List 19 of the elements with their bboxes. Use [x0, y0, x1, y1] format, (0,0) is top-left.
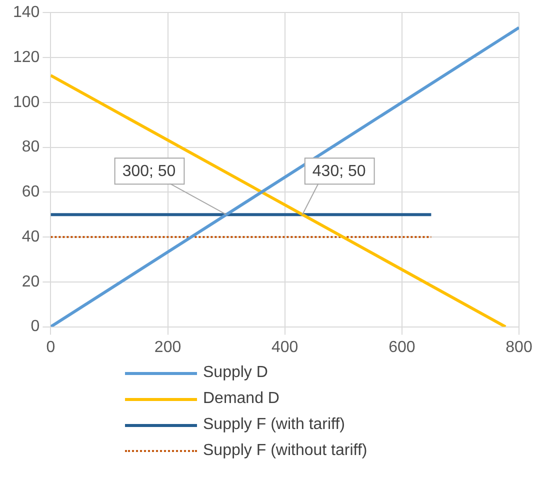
annotation: 300; 50 [122, 162, 176, 180]
x-tick-label: 0 [46, 338, 56, 356]
x-tick-label: 800 [506, 338, 532, 356]
annotation: 430; 50 [312, 162, 366, 180]
y-tick-label: 140 [12, 4, 40, 22]
y-tick-label: 0 [30, 318, 40, 336]
legend-label: Supply D [203, 364, 268, 382]
y-tick-label: 60 [22, 184, 40, 201]
legend-label: Demand D [203, 390, 280, 408]
y-tick-label: 100 [12, 94, 40, 111]
x-tick-label: 600 [388, 338, 416, 356]
y-tick-label: 40 [22, 228, 40, 246]
y-tick-label: 20 [22, 273, 40, 290]
x-tick-label: 200 [154, 338, 182, 356]
legend-label: Supply F (without tariff) [203, 442, 368, 460]
y-tick-label: 80 [22, 138, 40, 156]
legend-label: Supply F (with tariff) [203, 416, 345, 434]
x-tick-label: 400 [271, 338, 298, 356]
y-tick-label: 120 [12, 48, 40, 66]
